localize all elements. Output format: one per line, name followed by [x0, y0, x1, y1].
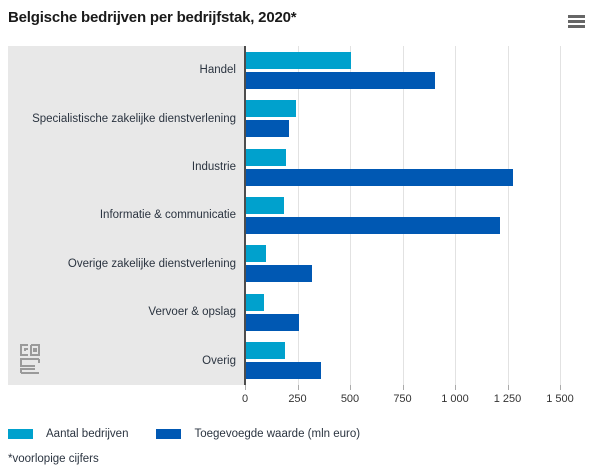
- gridline: [507, 46, 509, 385]
- menu-bar: [568, 15, 585, 18]
- cbs-logo: [20, 344, 40, 374]
- legend-item-toegevoegde-waarde[interactable]: Toegevoegde waarde (mln euro): [156, 428, 360, 440]
- category-label: Handel: [8, 46, 245, 95]
- x-tick-label: 250: [288, 393, 307, 405]
- bars-cell: [245, 337, 592, 385]
- x-tick-label: 1 250: [493, 393, 522, 405]
- chart-row: Informatie & communicatie: [8, 191, 592, 240]
- bar-toegevoegde-waarde[interactable]: [245, 120, 290, 138]
- bar-toegevoegde-waarde[interactable]: [245, 313, 299, 331]
- gridline: [455, 46, 456, 385]
- bar-aantal-bedrijven[interactable]: [245, 293, 264, 311]
- bar-aantal-bedrijven[interactable]: [245, 342, 285, 360]
- bars-cell: [245, 94, 592, 142]
- legend-item-aantal-bedrijven[interactable]: Aantal bedrijven: [8, 428, 128, 440]
- bar-toegevoegde-waarde[interactable]: [245, 265, 313, 283]
- footnote: *voorlopige cijfers: [8, 453, 99, 465]
- menu-bar: [568, 25, 585, 28]
- x-tick-label: 750: [393, 393, 412, 405]
- chart-rows: Handel Specialistische zakelijke dienstve…: [8, 46, 592, 385]
- x-tick: [297, 385, 299, 390]
- hamburger-menu-icon[interactable]: [566, 13, 587, 30]
- category-label: Overige zakelijke dienstverlening: [8, 239, 245, 289]
- gridline: [560, 46, 561, 385]
- legend-swatch: [8, 429, 33, 439]
- chart-row: Handel: [8, 46, 592, 95]
- grid-layer: [245, 46, 592, 385]
- x-tick-label: 500: [340, 393, 360, 405]
- bar-aantal-bedrijven[interactable]: [245, 245, 266, 263]
- category-label: Informatie & communicatie: [8, 191, 245, 240]
- bar-toegevoegde-waarde[interactable]: [245, 216, 501, 234]
- bars-cell: [245, 288, 592, 336]
- x-tick-label: 1 500: [546, 393, 574, 405]
- chart-row: Overige zakelijke dienstverlening: [8, 239, 592, 289]
- category-label: Overig: [8, 336, 245, 385]
- legend-label: Toegevoegde waarde (mln euro): [194, 428, 361, 440]
- bar-chart: Handel Specialistische zakelijke dienstve…: [8, 46, 592, 385]
- bar-aantal-bedrijven[interactable]: [245, 100, 297, 118]
- y-axis-line: [244, 46, 246, 385]
- x-tick: [560, 385, 561, 390]
- legend: Aantal bedrijven Toegevoegde waarde (mln …: [8, 428, 388, 440]
- legend-label: Aantal bedrijven: [46, 428, 129, 440]
- bars-cell: [245, 191, 592, 239]
- chart-row: Overig: [8, 336, 592, 385]
- x-tick-label: 1 000: [441, 393, 469, 405]
- x-tick: [350, 385, 351, 390]
- x-tick: [402, 385, 404, 390]
- gridline: [350, 46, 351, 385]
- gridline: [402, 46, 404, 385]
- x-tick: [507, 385, 509, 390]
- chart-row: Vervoer & opslag: [8, 288, 592, 337]
- x-tick: [455, 385, 456, 390]
- page-title: Belgische bedrijven per bedrijfstak, 202…: [8, 9, 297, 26]
- bar-toegevoegde-waarde[interactable]: [245, 71, 436, 89]
- x-axis: 0 250 500 750 1 000 1 250 1 500: [8, 385, 592, 411]
- bar-aantal-bedrijven[interactable]: [245, 148, 286, 166]
- bars-cell: [245, 143, 592, 191]
- category-label: Specialistische zakelijke dienstverlenin…: [8, 94, 245, 143]
- category-label: Industrie: [8, 142, 245, 192]
- chart-row: Industrie: [8, 142, 592, 192]
- bar-aantal-bedrijven[interactable]: [245, 51, 351, 69]
- x-tick: [245, 385, 246, 390]
- gridline: [297, 46, 299, 385]
- x-tick-label: 0: [241, 393, 249, 405]
- bars-cell: [245, 46, 592, 94]
- bar-aantal-bedrijven[interactable]: [245, 196, 284, 214]
- chart-row: Specialistische zakelijke dienstverlenin…: [8, 94, 592, 143]
- bar-toegevoegde-waarde[interactable]: [245, 362, 321, 380]
- bar-toegevoegde-waarde[interactable]: [245, 168, 513, 186]
- category-label: Vervoer & opslag: [8, 288, 245, 337]
- legend-swatch: [156, 429, 182, 439]
- bars-cell: [245, 240, 592, 288]
- menu-bar: [568, 20, 585, 23]
